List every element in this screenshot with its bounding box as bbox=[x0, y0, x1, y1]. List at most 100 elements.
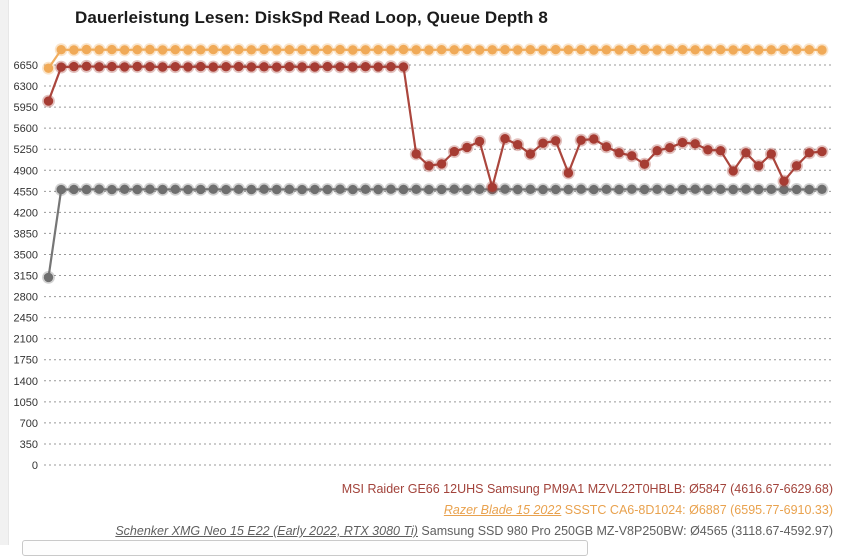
data-point bbox=[474, 184, 485, 194]
data-point bbox=[551, 44, 561, 55]
data-point bbox=[449, 45, 459, 55]
chart-title: Dauerleistung Lesen: DiskSpd Read Loop, … bbox=[75, 8, 548, 27]
data-point bbox=[639, 45, 650, 55]
data-point bbox=[525, 149, 536, 159]
data-point bbox=[703, 184, 713, 195]
data-point bbox=[259, 44, 269, 55]
data-point bbox=[81, 61, 92, 71]
legend-link-razer[interactable]: Razer Blade 15 2022 bbox=[443, 503, 562, 517]
data-point bbox=[779, 45, 789, 55]
data-point bbox=[551, 184, 561, 195]
y-tick-label: 2100 bbox=[14, 334, 38, 346]
legend-row-razer: Razer Blade 15 2022 SSSTC CA6-8D1024: Ø6… bbox=[53, 500, 833, 521]
data-point bbox=[272, 184, 282, 195]
data-point bbox=[310, 62, 320, 72]
data-point bbox=[652, 146, 662, 156]
data-point bbox=[551, 136, 561, 146]
data-point bbox=[424, 45, 434, 55]
data-point bbox=[69, 61, 79, 72]
y-tick-label: 3850 bbox=[14, 228, 38, 240]
data-point bbox=[119, 184, 130, 194]
data-point bbox=[196, 184, 206, 195]
data-point bbox=[335, 62, 345, 72]
data-point bbox=[132, 61, 142, 72]
y-tick-label: 2450 bbox=[14, 313, 38, 325]
data-point bbox=[170, 184, 180, 194]
series-razer bbox=[42, 43, 829, 75]
data-point bbox=[208, 62, 218, 72]
data-point bbox=[804, 184, 814, 195]
data-point bbox=[170, 45, 180, 55]
data-point bbox=[221, 184, 231, 195]
data-point bbox=[665, 45, 675, 55]
data-point bbox=[81, 184, 92, 195]
data-point bbox=[56, 62, 66, 72]
data-point bbox=[449, 146, 459, 157]
data-point bbox=[601, 184, 612, 194]
data-point bbox=[398, 44, 409, 55]
data-point bbox=[360, 45, 371, 55]
data-point bbox=[348, 45, 358, 55]
y-tick-label: 5250 bbox=[14, 144, 38, 156]
data-point bbox=[462, 142, 472, 153]
y-tick-label: 0 bbox=[32, 460, 38, 472]
data-point bbox=[652, 184, 662, 194]
y-tick-label: 700 bbox=[20, 418, 38, 430]
data-point bbox=[335, 44, 345, 55]
data-point bbox=[791, 45, 802, 55]
data-point bbox=[779, 184, 789, 195]
data-point bbox=[348, 184, 358, 195]
data-point bbox=[500, 45, 510, 55]
data-point bbox=[703, 45, 713, 55]
data-point bbox=[753, 184, 764, 195]
data-point bbox=[94, 62, 104, 72]
data-point bbox=[107, 44, 117, 55]
legend-device-label: Samsung SSD 980 Pro 250GB MZ-V8P250BW: bbox=[417, 524, 687, 538]
data-point bbox=[386, 184, 396, 194]
data-point bbox=[259, 184, 269, 194]
y-tick-label: 6650 bbox=[14, 60, 38, 72]
data-point bbox=[208, 184, 218, 194]
y-tick-label: 3150 bbox=[14, 271, 38, 283]
data-point bbox=[652, 45, 662, 55]
y-gridlines bbox=[44, 64, 833, 466]
data-point bbox=[817, 45, 827, 55]
data-point bbox=[753, 45, 764, 55]
data-point bbox=[107, 184, 117, 195]
data-point bbox=[246, 45, 257, 55]
data-point bbox=[766, 45, 776, 55]
data-point bbox=[94, 45, 104, 55]
data-point bbox=[436, 159, 447, 169]
data-point bbox=[284, 61, 295, 72]
y-tick-label: 1400 bbox=[14, 376, 38, 388]
data-point bbox=[715, 146, 726, 156]
data-point bbox=[462, 44, 472, 55]
data-point bbox=[297, 45, 307, 55]
data-point bbox=[538, 184, 548, 195]
next-section-box bbox=[22, 540, 588, 556]
data-point bbox=[614, 148, 624, 158]
legend-link-schenker[interactable]: Schenker XMG Neo 15 E22 (Early 2022, RTX… bbox=[115, 524, 418, 538]
data-point bbox=[513, 45, 523, 55]
data-point bbox=[360, 61, 371, 72]
data-point bbox=[677, 137, 688, 148]
data-point bbox=[462, 184, 472, 195]
data-point bbox=[690, 184, 700, 194]
data-point bbox=[360, 184, 371, 194]
legend-device-label: SSSTC CA6-8D1024: bbox=[561, 503, 686, 517]
data-point bbox=[817, 146, 827, 157]
data-point bbox=[487, 182, 497, 192]
data-point bbox=[183, 45, 193, 55]
legend-stats: Ø4565 (3118.67-4592.97) bbox=[686, 524, 833, 538]
data-point bbox=[119, 62, 130, 72]
data-point bbox=[589, 184, 599, 195]
data-point bbox=[132, 184, 142, 195]
data-point bbox=[69, 184, 79, 195]
data-point bbox=[741, 148, 751, 158]
data-point bbox=[297, 184, 307, 195]
data-point bbox=[436, 45, 447, 55]
data-point bbox=[563, 45, 574, 55]
data-point bbox=[741, 184, 751, 194]
data-point bbox=[310, 45, 320, 55]
data-point bbox=[398, 62, 409, 72]
